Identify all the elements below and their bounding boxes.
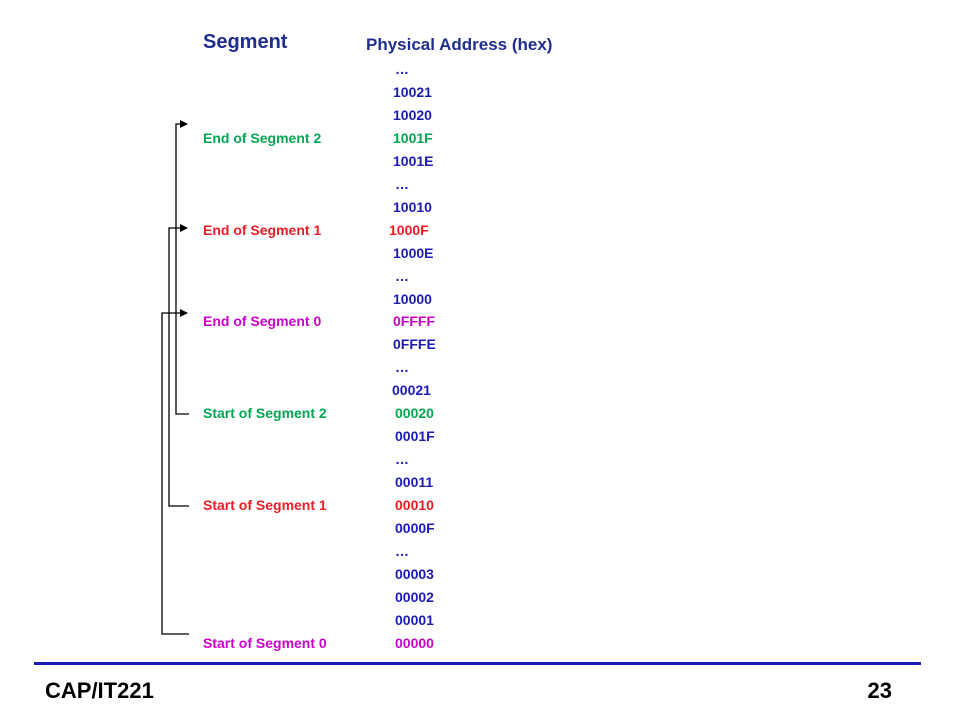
physical-address-value: 00021 bbox=[392, 382, 431, 399]
physical-address-value: 00001 bbox=[395, 611, 434, 628]
address-row: End of Segment 1 1000F bbox=[0, 222, 960, 244]
physical-address-value: 0000F bbox=[395, 520, 435, 536]
segment-boundary-label: Start of Segment 1 bbox=[203, 497, 327, 514]
physical-address-value: 00010 bbox=[395, 497, 434, 514]
physical-address-value: 10010 bbox=[393, 198, 432, 215]
address-row: 00003 bbox=[0, 566, 960, 588]
physical-address-value: 10021 bbox=[393, 83, 432, 100]
physical-address-value: … bbox=[395, 359, 409, 376]
address-row: … bbox=[0, 268, 960, 290]
physical-address-value: … bbox=[395, 175, 409, 192]
address-row: … bbox=[0, 61, 960, 83]
address-row: 00002 bbox=[0, 589, 960, 611]
address-row: 0FFFE bbox=[0, 336, 960, 358]
segment-boundary-label: End of Segment 2 bbox=[203, 129, 322, 146]
physical-address-value: 10020 bbox=[393, 106, 432, 123]
segment-boundary-label: End of Segment 0 bbox=[203, 313, 322, 330]
physical-address-value: 00002 bbox=[395, 588, 434, 605]
segment-boundary-label: Start of Segment 0 bbox=[203, 634, 327, 651]
address-row: 0001F bbox=[0, 428, 960, 450]
segment-boundary-label: Start of Segment 2 bbox=[203, 405, 327, 422]
address-row: 1001E bbox=[0, 153, 960, 175]
address-row: Start of Segment 0 00000 bbox=[0, 635, 960, 657]
physical-address-value: 10000 bbox=[393, 290, 432, 307]
page-number: 23 bbox=[867, 678, 892, 703]
address-row: 10021 bbox=[0, 84, 960, 106]
physical-address-value: 0FFFE bbox=[393, 336, 436, 353]
segment-column-header: Segment bbox=[203, 31, 288, 53]
address-row: 00001 bbox=[0, 612, 960, 634]
course-code: CAP/IT221 bbox=[45, 678, 154, 703]
address-row: … bbox=[0, 543, 960, 565]
address-row: 0000F bbox=[0, 520, 960, 542]
physical-address-value: 0001F bbox=[395, 428, 435, 445]
address-row: … bbox=[0, 176, 960, 198]
address-row: … bbox=[0, 359, 960, 381]
physical-address-value: … bbox=[395, 61, 409, 77]
address-row: 1000E bbox=[0, 245, 960, 267]
physical-address-value: 1000E bbox=[393, 244, 434, 261]
address-row: 10000 bbox=[0, 291, 960, 313]
address-row: 10020 bbox=[0, 107, 960, 129]
segment-boundary-label: End of Segment 1 bbox=[203, 221, 322, 238]
physical-address-value: 1001E bbox=[393, 152, 434, 169]
address-row: 10010 bbox=[0, 199, 960, 221]
physical-address-value: 1001F bbox=[393, 129, 433, 146]
footer-divider bbox=[34, 662, 921, 665]
physical-address-value: 1000F bbox=[389, 221, 429, 238]
address-row: End of Segment 2 1001F bbox=[0, 130, 960, 152]
physical-address-value: 00000 bbox=[395, 634, 434, 651]
address-row: 00021 bbox=[0, 382, 960, 404]
address-row: … bbox=[0, 451, 960, 473]
physical-address-value: … bbox=[395, 542, 409, 559]
address-row: 00011 bbox=[0, 474, 960, 496]
physical-address-value: … bbox=[395, 267, 409, 284]
address-row: Start of Segment 1 00010 bbox=[0, 497, 960, 519]
physical-address-value: 00011 bbox=[395, 474, 434, 491]
physical-address-value: 00003 bbox=[395, 565, 434, 582]
physical-address-value: 00020 bbox=[395, 405, 434, 422]
address-row: End of Segment 0 0FFFF bbox=[0, 313, 960, 335]
address-row: Start of Segment 2 00020 bbox=[0, 405, 960, 427]
physical-address-value: 0FFFF bbox=[393, 313, 435, 330]
physical-address-value: … bbox=[395, 451, 409, 468]
physical-address-column-header: Physical Address (hex) bbox=[366, 35, 553, 54]
